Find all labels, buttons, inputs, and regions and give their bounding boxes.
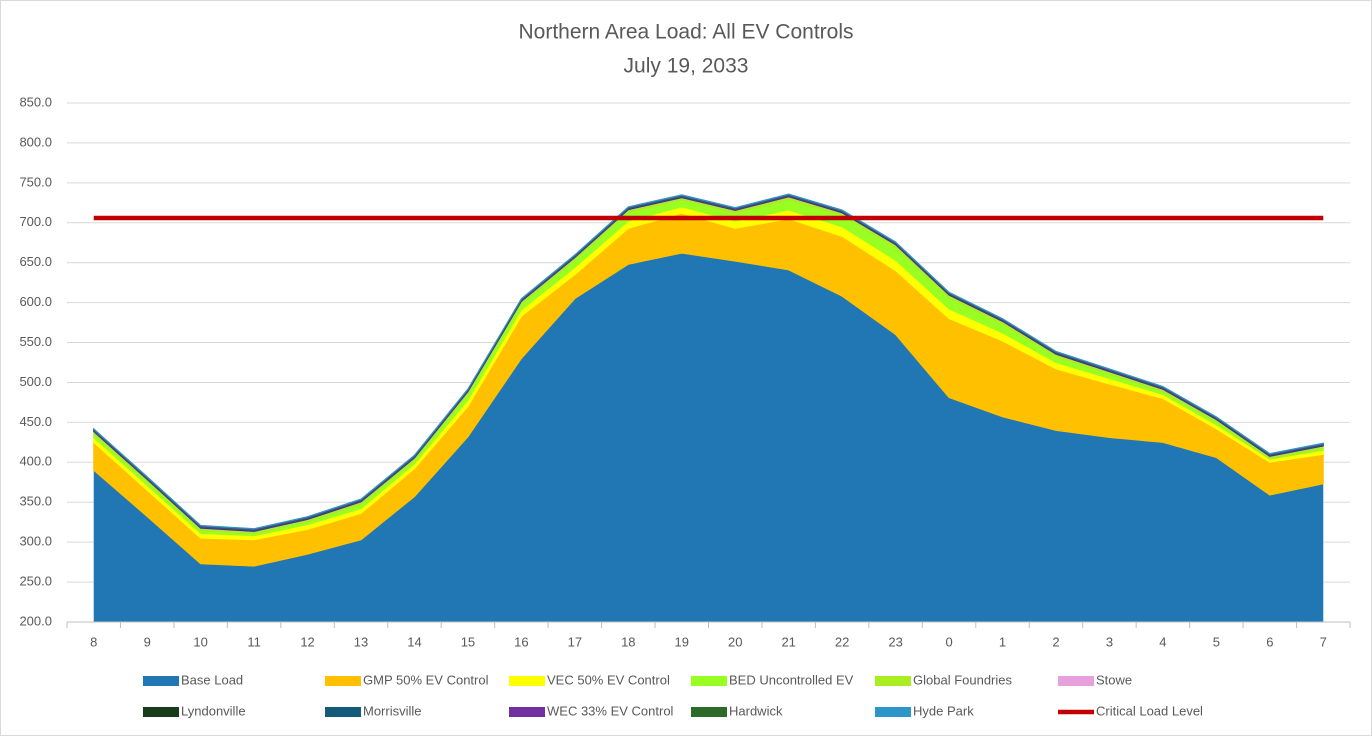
y-tick-label: 800.0 — [19, 134, 52, 149]
x-tick-label: 1 — [999, 634, 1006, 649]
y-tick-label: 700.0 — [19, 214, 52, 229]
x-tick-label: 4 — [1159, 634, 1166, 649]
legend-label: VEC 50% EV Control — [547, 672, 670, 687]
x-tick-label: 5 — [1213, 634, 1220, 649]
legend-swatch — [509, 707, 545, 717]
x-tick-label: 15 — [461, 634, 475, 649]
legend-label: Hardwick — [729, 703, 783, 718]
legend-swatch — [1058, 676, 1094, 686]
y-tick-label: 250.0 — [19, 574, 52, 589]
x-tick-label: 18 — [621, 634, 635, 649]
legend-label: Morrisville — [363, 703, 422, 718]
x-tick-label: 11 — [247, 634, 261, 649]
legend-label: WEC 33% EV Control — [547, 703, 674, 718]
y-tick-label: 200.0 — [19, 613, 52, 628]
x-tick-label: 2 — [1052, 634, 1059, 649]
legend-swatch — [691, 676, 727, 686]
legend-label: Base Load — [181, 672, 243, 687]
legend-label: Critical Load Level — [1096, 703, 1203, 718]
x-tick-label: 20 — [728, 634, 742, 649]
x-tick-label: 16 — [514, 634, 528, 649]
y-tick-label: 750.0 — [19, 174, 52, 189]
y-tick-label: 400.0 — [19, 454, 52, 469]
legend-label: GMP 50% EV Control — [363, 672, 489, 687]
x-tick-label: 8 — [90, 634, 97, 649]
y-tick-label: 450.0 — [19, 414, 52, 429]
area — [93, 193, 1324, 530]
y-tick-label: 850.0 — [19, 94, 52, 109]
x-tick-label: 7 — [1320, 634, 1327, 649]
x-tick-label: 14 — [407, 634, 421, 649]
legend-label: Lyndonville — [181, 703, 246, 718]
x-tick-label: 19 — [675, 634, 689, 649]
y-tick-label: 350.0 — [19, 494, 52, 509]
y-tick-label: 300.0 — [19, 534, 52, 549]
legend-label: Stowe — [1096, 672, 1132, 687]
area — [93, 253, 1324, 622]
legend-swatch — [143, 676, 179, 686]
y-tick-label: 550.0 — [19, 334, 52, 349]
x-tick-label: 12 — [300, 634, 314, 649]
y-tick-label: 650.0 — [19, 254, 52, 269]
x-tick-label: 10 — [193, 634, 207, 649]
x-tick-label: 0 — [945, 634, 952, 649]
y-tick-label: 500.0 — [19, 374, 52, 389]
legend-label: BED Uncontrolled EV — [729, 672, 854, 687]
x-tick-label: 6 — [1266, 634, 1273, 649]
legend-label: Hyde Park — [913, 703, 974, 718]
x-tick-label: 23 — [888, 634, 902, 649]
legend-swatch — [875, 676, 911, 686]
chart-subtitle: July 19, 2033 — [624, 55, 749, 78]
legend-swatch — [325, 676, 361, 686]
legend-swatch — [509, 676, 545, 686]
legend-label: Global Foundries — [913, 672, 1012, 687]
x-tick-label: 17 — [568, 634, 582, 649]
legend-swatch — [875, 707, 911, 717]
legend-swatch — [143, 707, 179, 717]
x-tick-label: 3 — [1106, 634, 1113, 649]
legend-swatch — [691, 707, 727, 717]
x-tick-label: 9 — [144, 634, 151, 649]
x-tick-label: 22 — [835, 634, 849, 649]
legend-swatch — [325, 707, 361, 717]
chart-title: Northern Area Load: All EV Controls — [518, 21, 853, 44]
y-tick-label: 600.0 — [19, 294, 52, 309]
x-tick-label: 13 — [354, 634, 368, 649]
x-tick-label: 21 — [781, 634, 795, 649]
